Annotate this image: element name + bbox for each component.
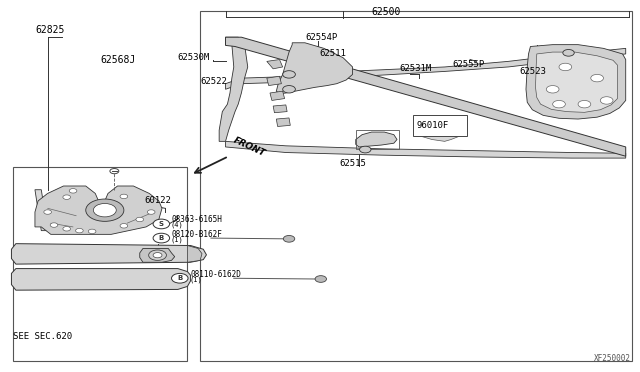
Text: 62515: 62515 (340, 158, 367, 167)
Polygon shape (225, 48, 626, 89)
Text: 08110-6162D: 08110-6162D (191, 270, 241, 279)
Circle shape (136, 217, 143, 222)
Text: 62568J: 62568J (100, 55, 136, 65)
Text: 62522: 62522 (200, 77, 227, 86)
Polygon shape (419, 136, 461, 141)
Polygon shape (270, 91, 285, 100)
Text: 08120-B162F: 08120-B162F (172, 230, 222, 239)
Circle shape (93, 203, 116, 217)
Circle shape (50, 223, 58, 227)
Polygon shape (526, 45, 626, 119)
Text: S: S (159, 221, 164, 227)
Text: 60122: 60122 (145, 196, 172, 205)
Text: 62555P: 62555P (452, 60, 484, 69)
Text: FRONT: FRONT (232, 136, 267, 158)
Polygon shape (12, 244, 207, 264)
Circle shape (148, 250, 166, 260)
Polygon shape (12, 269, 191, 290)
Polygon shape (140, 248, 175, 262)
Circle shape (553, 100, 565, 108)
Circle shape (120, 194, 128, 199)
Circle shape (110, 169, 119, 174)
Text: 62500: 62500 (372, 7, 401, 17)
Polygon shape (225, 37, 626, 156)
Circle shape (283, 71, 296, 78)
Circle shape (591, 74, 604, 82)
Circle shape (172, 273, 188, 283)
Polygon shape (273, 105, 287, 113)
Circle shape (600, 97, 613, 104)
Circle shape (88, 229, 96, 234)
Bar (13, 167, 188, 361)
Text: 62825: 62825 (35, 25, 64, 35)
Text: (4): (4) (170, 222, 183, 228)
Text: SEE SEC.620: SEE SEC.620 (13, 331, 72, 340)
Text: 62531M: 62531M (399, 64, 431, 73)
Polygon shape (356, 132, 397, 147)
Circle shape (147, 210, 155, 214)
Text: 62511: 62511 (319, 49, 346, 58)
Text: 62554P: 62554P (305, 33, 337, 42)
Text: B: B (159, 235, 164, 241)
Polygon shape (267, 60, 283, 69)
Circle shape (63, 195, 70, 199)
Text: 62530M: 62530M (177, 52, 210, 61)
Circle shape (120, 224, 128, 228)
Text: 96010F: 96010F (416, 121, 449, 130)
Circle shape (153, 233, 170, 243)
Polygon shape (267, 76, 282, 86)
Circle shape (284, 235, 295, 242)
Bar (356, 130, 399, 149)
Polygon shape (276, 118, 291, 126)
Text: (1): (1) (170, 237, 183, 243)
Text: 62523: 62523 (520, 67, 547, 76)
Polygon shape (188, 246, 202, 262)
Polygon shape (35, 190, 47, 231)
Circle shape (360, 146, 371, 153)
Circle shape (153, 219, 170, 229)
Text: 08363-6165H: 08363-6165H (172, 215, 222, 224)
Circle shape (578, 100, 591, 108)
Polygon shape (536, 52, 618, 112)
Polygon shape (219, 37, 248, 141)
Circle shape (69, 189, 77, 193)
Polygon shape (276, 43, 353, 94)
Polygon shape (35, 186, 162, 234)
Circle shape (76, 228, 83, 233)
Circle shape (315, 276, 326, 282)
Circle shape (63, 227, 70, 231)
Circle shape (283, 86, 296, 93)
Text: B: B (177, 275, 182, 281)
Circle shape (153, 253, 162, 258)
Text: XF250002: XF250002 (594, 354, 631, 363)
Circle shape (547, 86, 559, 93)
Bar (200, 11, 632, 361)
Circle shape (86, 199, 124, 221)
Circle shape (44, 210, 51, 214)
Bar (413, 115, 467, 136)
Circle shape (563, 49, 574, 56)
Polygon shape (225, 141, 626, 158)
Circle shape (559, 63, 572, 71)
Text: (1): (1) (189, 277, 202, 283)
